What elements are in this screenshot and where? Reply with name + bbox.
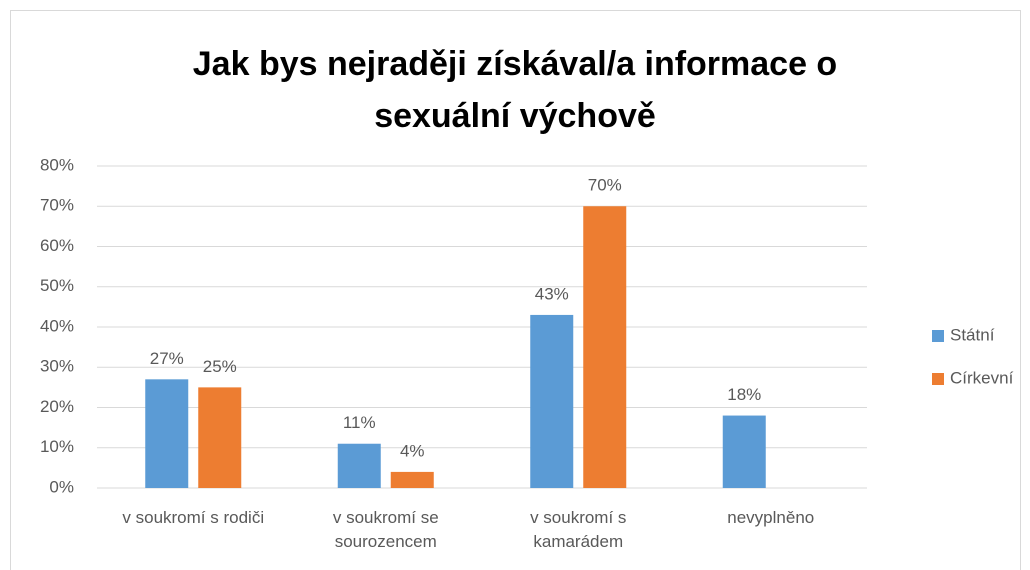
data-label: 70%: [588, 176, 622, 195]
y-tick-label: 80%: [40, 155, 74, 174]
chart-border: [10, 10, 1021, 570]
data-label: 25%: [203, 357, 237, 376]
data-label: 27%: [150, 349, 184, 368]
legend-swatch: [932, 330, 944, 342]
y-tick-label: 60%: [40, 236, 74, 255]
y-tick-label: 0%: [49, 477, 74, 496]
x-tick-label: nevyplněno: [727, 508, 815, 527]
y-tick-label: 30%: [40, 357, 74, 376]
y-tick-label: 50%: [40, 276, 74, 295]
data-label: 43%: [535, 284, 569, 303]
bar: [145, 379, 189, 488]
bar: [722, 415, 766, 488]
legend-label: Státní: [950, 325, 995, 344]
y-tick-label: 20%: [40, 397, 74, 416]
x-tick-label: v soukromí se sourozencem: [332, 508, 439, 551]
bar: [390, 471, 434, 488]
data-label: 18%: [727, 385, 761, 404]
chart-title: Jak bys nejraději získával/a informace o…: [192, 45, 838, 135]
data-label: 11%: [343, 413, 376, 432]
y-tick-label: 40%: [40, 316, 74, 335]
x-tick-label: v soukromí s rodiči: [122, 508, 265, 527]
legend-label: Církevní: [950, 368, 1014, 387]
y-tick-label: 10%: [40, 437, 74, 456]
bar: [583, 206, 627, 488]
y-tick-label: 70%: [40, 196, 74, 215]
bar: [198, 387, 242, 488]
data-label: 4%: [400, 441, 425, 460]
bar: [337, 443, 381, 488]
bar: [530, 314, 574, 488]
legend-swatch: [932, 373, 944, 385]
x-tick-label: v soukromí s kamarádem: [530, 508, 627, 551]
